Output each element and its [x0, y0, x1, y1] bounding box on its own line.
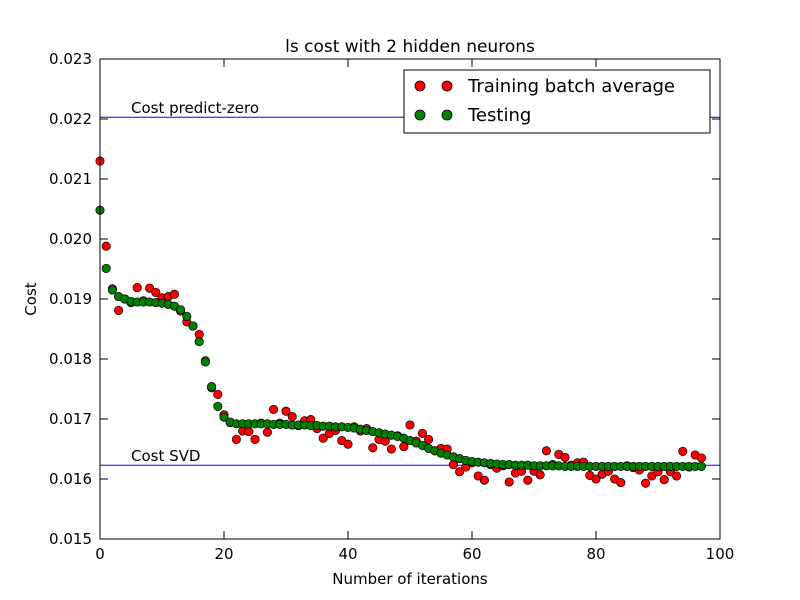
x-tick-label-4: 80	[586, 545, 605, 563]
point-s1-15	[188, 321, 198, 331]
point-s0-47	[386, 444, 396, 454]
y-tick-label-4: 0.019	[49, 290, 92, 308]
legend-label-training: Training batch average	[467, 76, 675, 97]
point-s0-12	[169, 289, 179, 299]
point-s0-80	[591, 474, 601, 484]
axes-background	[100, 59, 720, 539]
point-s0-66	[504, 477, 514, 487]
reference-line-label-1: Cost SVD	[131, 447, 200, 465]
point-s1-17	[200, 357, 210, 367]
point-s1-13	[176, 305, 186, 315]
data-points	[95, 156, 706, 488]
point-s0-36	[318, 433, 328, 443]
point-s0-94	[678, 446, 688, 456]
point-s1-20	[219, 412, 229, 422]
legend-item-testing: Testing	[414, 105, 531, 126]
legend: Training batch average Testing	[403, 69, 711, 134]
y-axis-label: Cost	[22, 282, 40, 315]
point-s0-6	[132, 283, 142, 293]
point-s0-30	[281, 406, 291, 416]
legend-marker-training-right	[441, 80, 453, 92]
point-s0-69	[523, 475, 533, 485]
point-s0-71	[535, 470, 545, 480]
point-s1-2	[107, 285, 117, 295]
point-s1-19	[213, 401, 223, 411]
point-s0-24	[244, 427, 254, 437]
y-tick-label-7: 0.022	[49, 110, 92, 128]
legend-marker-training-left	[414, 80, 426, 92]
point-s0-40	[343, 439, 353, 449]
x-tick-label-2: 40	[338, 545, 357, 563]
point-s0-84	[616, 478, 626, 488]
point-s0-50	[405, 420, 415, 430]
y-tick-label-1: 0.016	[49, 470, 92, 488]
point-s0-28	[269, 404, 279, 414]
x-tick-label-5: 100	[706, 545, 735, 563]
point-s0-8	[145, 283, 155, 293]
point-s0-44	[368, 443, 378, 453]
point-s1-97	[696, 461, 706, 471]
point-s1-14	[182, 311, 192, 321]
point-s1-1	[101, 263, 111, 273]
point-s0-72	[541, 446, 551, 456]
point-s0-89	[647, 471, 657, 481]
point-s0-3	[114, 305, 124, 315]
legend-marker-testing-right	[441, 109, 453, 121]
point-s0-1	[101, 241, 111, 251]
y-tick-label-8: 0.023	[49, 50, 92, 68]
y-tick-label-2: 0.017	[49, 410, 92, 428]
point-s0-62	[479, 475, 489, 485]
legend-marker-testing-left	[414, 109, 426, 121]
x-tick-label-3: 60	[462, 545, 481, 563]
point-s0-19	[213, 389, 223, 399]
point-s0-9	[151, 287, 161, 297]
point-s0-75	[560, 452, 570, 462]
legend-box	[403, 69, 711, 134]
chart-title: ls cost with 2 hidden neurons	[285, 37, 535, 57]
point-s0-93	[672, 471, 682, 481]
point-s0-27	[262, 427, 272, 437]
point-s0-58	[455, 467, 465, 477]
point-s0-22	[231, 434, 241, 444]
point-s1-18	[207, 382, 217, 392]
point-s1-16	[194, 337, 204, 347]
point-s0-52	[417, 428, 427, 438]
x-axis-label: Number of iterations	[332, 570, 488, 588]
point-s0-31	[287, 412, 297, 422]
x-tick-label-0: 0	[95, 545, 105, 563]
point-s0-53	[424, 434, 434, 444]
point-s0-97	[696, 453, 706, 463]
x-tick-label-1: 20	[214, 545, 233, 563]
y-tick-label-6: 0.021	[49, 170, 92, 188]
plot-area: Cost predict-zero Cost SVD 0 20 40 60 80 100 0.…	[49, 50, 734, 563]
reference-line-label-0: Cost predict-zero	[131, 99, 259, 117]
point-s0-25	[250, 434, 260, 444]
y-tick-label-5: 0.020	[49, 230, 92, 248]
series-1	[95, 205, 706, 471]
y-tick-label-0: 0.015	[49, 530, 92, 548]
point-s0-61	[473, 471, 483, 481]
point-s0-91	[659, 475, 669, 485]
point-s0-88	[641, 478, 651, 488]
axis-ticks: 0 20 40 60 80 100 0.015 0.016 0.017 0.018 0.019 0.0…	[49, 50, 734, 563]
y-tick-label-3: 0.018	[49, 350, 92, 368]
legend-label-testing: Testing	[467, 105, 531, 126]
legend-item-training: Training batch average	[414, 76, 675, 97]
